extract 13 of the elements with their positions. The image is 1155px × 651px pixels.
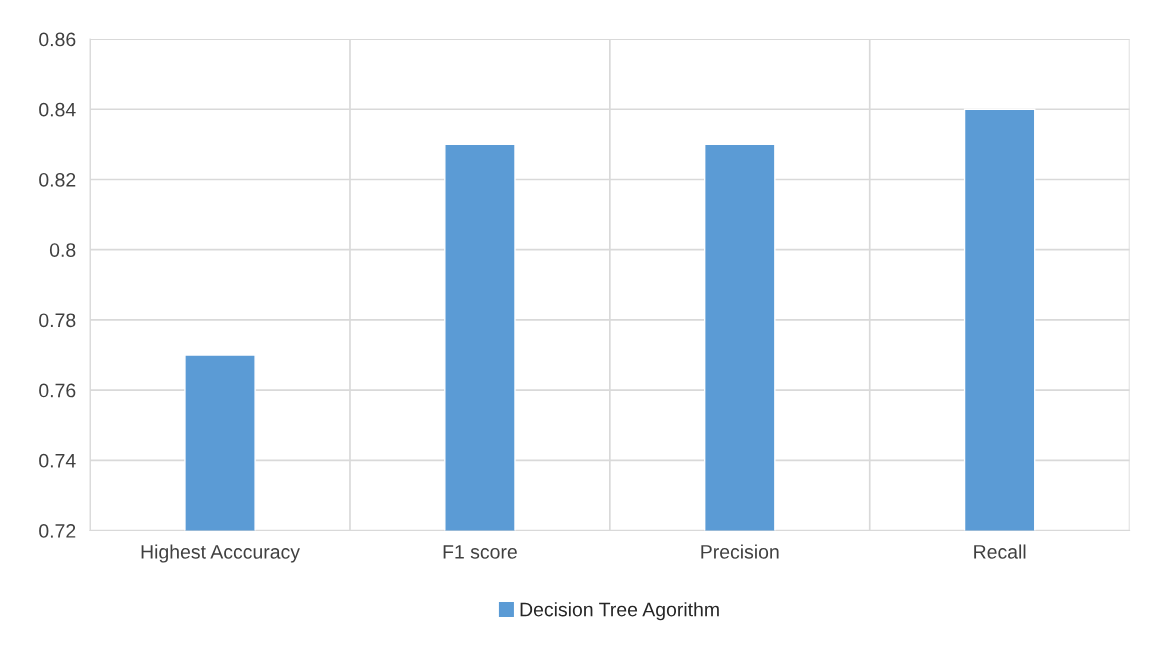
y-tick-label: 0.84 <box>39 102 76 117</box>
x-tick-label: Highest Acccuracy <box>141 544 300 563</box>
y-tick-label: 0.72 <box>39 524 76 538</box>
y-tick-label: 0.8 <box>49 243 76 257</box>
y-tick-label: 0.74 <box>39 453 76 468</box>
y-tick-label: 0.86 <box>39 32 76 47</box>
x-tick-label: Recall <box>974 544 1026 559</box>
y-tick-label: 0.76 <box>39 383 76 398</box>
legend-label: Decision Tree Agorithm <box>520 602 719 621</box>
y-tick-label: 0.78 <box>39 313 76 328</box>
x-tick-label: Precision <box>701 544 779 559</box>
y-tick-label: 0.82 <box>39 172 76 187</box>
x-tick-label: F1 score <box>443 545 517 559</box>
